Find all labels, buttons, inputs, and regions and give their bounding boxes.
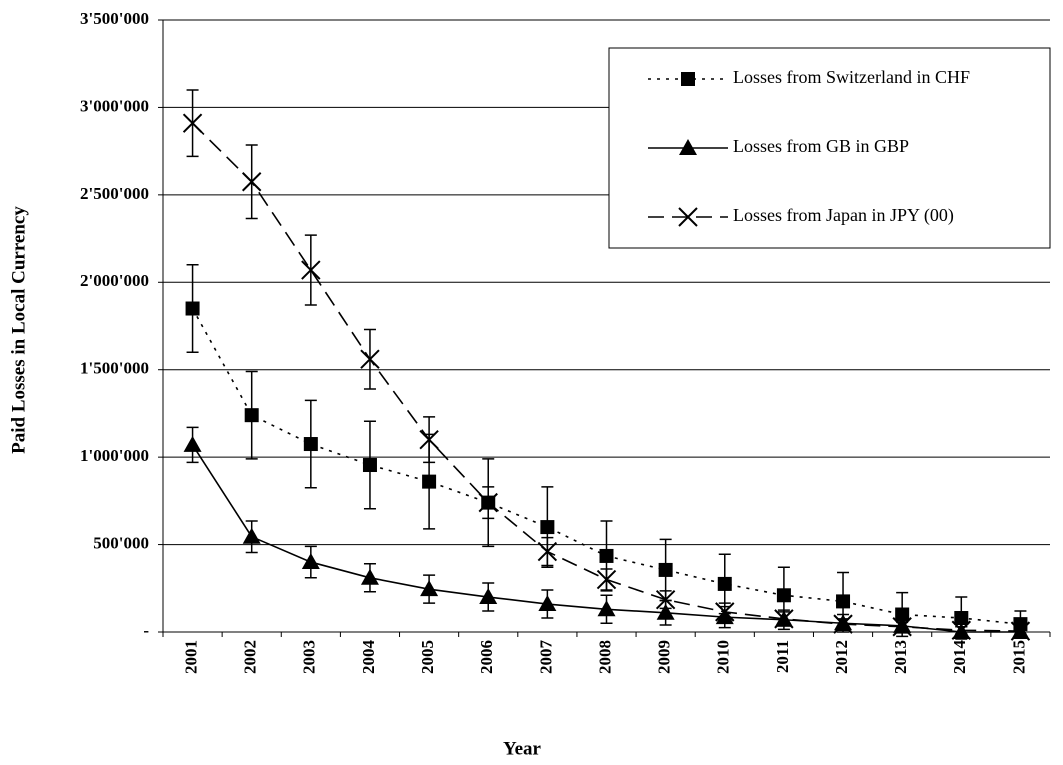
data-point (596, 569, 617, 590)
legend-marker (679, 139, 697, 155)
legend-label: Losses from Japan in JPY (00) (733, 205, 954, 226)
data-point (597, 600, 616, 617)
legend-marker (681, 72, 695, 86)
y-tick-label: 2'500'000 (80, 184, 149, 203)
data-point (183, 435, 202, 452)
x-tick-label: 2012 (832, 640, 851, 674)
data-point (538, 595, 557, 612)
data-point (537, 541, 558, 562)
data-point (301, 260, 321, 280)
x-axis-label: Year (503, 738, 542, 759)
x-tick-label: 2001 (181, 640, 200, 674)
data-point (717, 576, 732, 591)
y-tick-label: 3'500'000 (80, 9, 149, 28)
x-tick-label: 2008 (595, 640, 614, 674)
x-tick-label: 2009 (655, 640, 674, 674)
x-tick-label: 2007 (536, 640, 555, 675)
x-tick-label: 2013 (891, 640, 910, 674)
y-tick-label: 1'000'000 (80, 446, 149, 465)
data-point (954, 611, 969, 626)
data-point (658, 562, 673, 577)
data-point (776, 588, 791, 603)
data-point (599, 548, 614, 563)
data-point (422, 474, 437, 489)
data-point (774, 609, 794, 629)
data-point (242, 527, 261, 544)
data-point (833, 614, 853, 634)
y-tick-label: 2'000'000 (80, 271, 149, 290)
data-point (303, 437, 318, 452)
x-tick-label: 2006 (477, 640, 496, 674)
data-point (360, 349, 380, 369)
x-tick-label: 2003 (300, 640, 319, 674)
x-tick-label: 2005 (418, 640, 437, 674)
data-point (419, 429, 439, 450)
data-point (241, 172, 262, 192)
x-tick-label: 2004 (359, 640, 378, 675)
data-point (244, 408, 259, 423)
data-point (895, 607, 910, 622)
data-point (362, 458, 377, 473)
legend-label: Losses from Switzerland in CHF (733, 67, 970, 87)
legend-label: Losses from GB in GBP (733, 136, 909, 156)
data-point (301, 553, 320, 570)
data-point (836, 594, 851, 609)
data-point (185, 301, 200, 316)
data-point (951, 620, 972, 640)
data-point (360, 568, 379, 585)
x-tick-label: 2014 (950, 640, 969, 675)
data-point (715, 602, 735, 622)
y-tick-label: 3'000'000 (80, 96, 149, 115)
data-point (182, 113, 203, 133)
data-point (655, 589, 676, 610)
data-point (892, 617, 912, 637)
y-tick-label: - (143, 621, 149, 640)
data-point (540, 520, 555, 535)
y-axis-label: Paid Losses in Local Currency (8, 206, 29, 454)
x-tick-label: 2002 (241, 640, 260, 674)
x-tick-label: 2015 (1009, 640, 1028, 674)
data-point (420, 580, 439, 597)
data-point (1010, 621, 1031, 641)
y-tick-label: 500'000 (93, 533, 149, 552)
data-point (478, 492, 498, 513)
data-point (479, 588, 498, 605)
x-tick-label: 2010 (714, 640, 733, 674)
data-point (656, 603, 675, 620)
x-tick-label: 2011 (773, 640, 792, 673)
legend-marker (678, 207, 698, 227)
y-tick-label: 1'500'000 (80, 359, 149, 378)
